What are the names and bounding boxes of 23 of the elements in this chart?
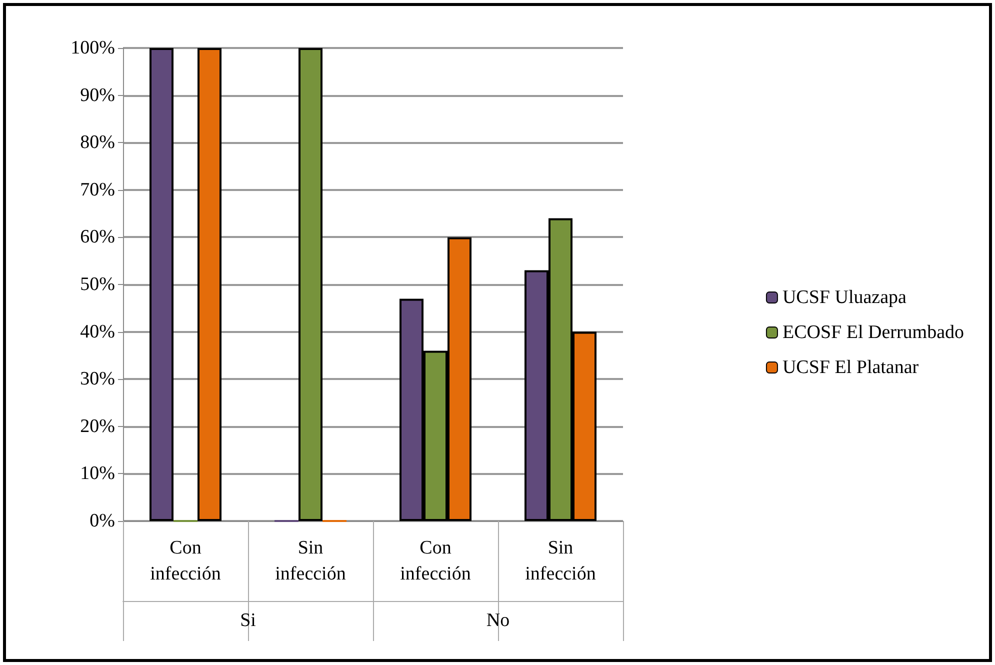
legend-label: ECOSF El Derrumbado: [782, 322, 964, 343]
bar: [298, 48, 322, 521]
y-tick-label: 60%: [80, 226, 116, 248]
x-tick-label: Sin infección: [275, 538, 346, 584]
y-tick-label: 10%: [80, 463, 116, 484]
x-tick-label: Con infección: [150, 538, 222, 584]
y-tick-label: 90%: [80, 84, 116, 106]
text: Si: [240, 610, 256, 631]
y-tick-label: 20%: [80, 416, 116, 437]
y-tick-label: 30%: [80, 368, 116, 390]
y-tick-label: 50%: [80, 274, 116, 295]
bar: [150, 48, 174, 521]
legend-label: UCSF Uluazapa: [782, 287, 908, 308]
text: No: [486, 610, 510, 631]
y-tick-label: 0%: [90, 510, 116, 532]
y-tick-label: 40%: [80, 321, 116, 342]
bar: [198, 48, 222, 521]
x-tick-label: Sin infección: [525, 538, 596, 584]
x-tick-label: Con infección: [400, 538, 472, 584]
y-tick-label: 70%: [80, 179, 116, 200]
y-tick-label: 80%: [80, 132, 116, 154]
y-tick-label: 100%: [70, 38, 116, 58]
legend-label: UCSF El Platanar: [782, 357, 920, 378]
